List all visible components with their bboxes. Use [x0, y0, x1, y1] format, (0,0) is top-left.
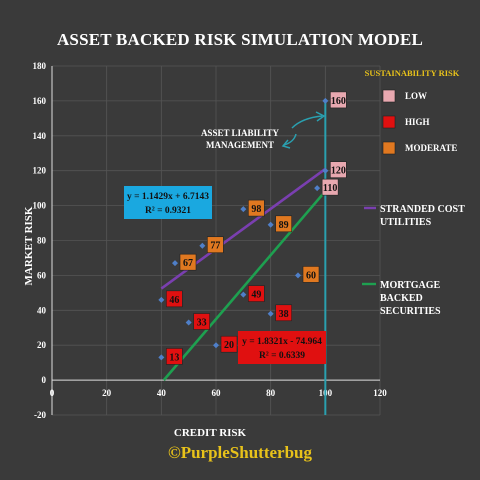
data-point-marker [267, 221, 274, 228]
data-label: 13 [169, 352, 179, 363]
credit-text: ©PurpleShutterbug [168, 443, 312, 462]
data-point-marker [213, 342, 219, 349]
annotation-group: ASSET LIABILITY MANAGEMENT [201, 111, 326, 150]
legend-swatch-moderate [382, 141, 396, 155]
data-point-marker [172, 260, 178, 267]
annotation-text-line2: MANAGEMENT [206, 140, 274, 150]
x-tick-label: 20 [102, 388, 112, 398]
y-tick-label: 120 [33, 166, 47, 176]
data-label-box [330, 91, 347, 109]
y-axis-label: MARKET RISK [23, 206, 35, 285]
data-label-box [248, 285, 265, 302]
data-label-box [193, 313, 210, 330]
data-label-box [166, 290, 183, 308]
data-point-marker [158, 354, 165, 361]
trendline-mortgage [162, 190, 327, 381]
y-tick-label: 20 [37, 340, 47, 350]
x-tick-label: 120 [373, 388, 387, 398]
legend-text-mortgage-1: MORTGAGE [380, 280, 441, 291]
legend-label-low: LOW [405, 91, 427, 101]
y-tick-label: 160 [33, 96, 47, 106]
data-label: 67 [183, 258, 193, 269]
r2-text-stranded-cost: R² = 0.9321 [145, 206, 191, 216]
data-points: 110 120 160 13 33 20 46 49 38 67 77 98 89 60 [158, 91, 347, 365]
data-point-marker [322, 97, 329, 104]
equation-text-stranded-cost: y = 1.1429x + 6.7143 [127, 192, 209, 202]
data-label: 98 [251, 204, 261, 215]
legend-label-high: HIGH [405, 117, 430, 127]
data-label: 160 [331, 96, 346, 107]
legend-text-mortgage-2: BACKED [380, 293, 423, 304]
data-point-marker [295, 272, 301, 279]
data-label: 20 [224, 340, 234, 351]
y-tick-label: 60 [37, 270, 47, 280]
annotation-arrow-up [291, 115, 323, 129]
data-point-marker [314, 185, 321, 192]
data-point-marker [185, 319, 192, 326]
data-label-box [166, 348, 183, 365]
x-tick-label: 60 [212, 388, 222, 398]
y-tick-label: 0 [42, 375, 47, 385]
data-label: 77 [210, 241, 220, 252]
y-tick-label: 180 [33, 61, 47, 71]
equation-text-mortgage: y = 1.8321x - 74.964 [242, 337, 322, 347]
equation-box-stranded-cost [124, 186, 212, 219]
arrow-head-up [315, 111, 326, 122]
arrow-head-down [281, 139, 291, 149]
data-label: 46 [169, 295, 179, 306]
y-tick-label: 140 [33, 131, 47, 141]
data-label-box [275, 215, 292, 233]
chart-title: ASSET BACKED RISK SIMULATION MODEL [56, 30, 424, 49]
legend-title: SUSTAINABILITY RISK [365, 68, 460, 78]
data-point-marker [267, 310, 274, 317]
data-label-box [179, 253, 197, 271]
r2-text-mortgage: R² = 0.6339 [259, 351, 305, 361]
data-label-box [220, 335, 238, 353]
x-axis-label: CREDIT RISK [174, 427, 247, 439]
legend-text-stranded-cost-1: STRANDED COST [380, 204, 465, 215]
y-tick-label: 40 [37, 305, 47, 315]
data-label: 120 [331, 166, 346, 177]
data-label-box [248, 199, 265, 217]
data-label-box [321, 178, 339, 196]
legend: SUSTAINABILITY RISK LOW HIGH MODERATE STRAND… [362, 68, 465, 317]
data-point-marker [240, 206, 247, 213]
equation-box-mortgage [238, 331, 326, 364]
data-point-marker [199, 242, 206, 249]
annotation-text-line1: ASSET LIABILITY [201, 128, 280, 138]
y-tick-label: 100 [33, 201, 47, 211]
data-label-box [207, 236, 224, 254]
x-tick-label: 0 [50, 388, 55, 398]
data-label-box [302, 266, 320, 283]
data-label: 38 [279, 309, 289, 320]
y-tick-label: 80 [37, 236, 47, 246]
data-label: 49 [251, 290, 261, 301]
data-point-marker [240, 291, 247, 298]
data-label-box [275, 304, 292, 322]
data-point-marker [158, 296, 165, 303]
data-label: 60 [306, 270, 316, 281]
y-tick-label: -20 [34, 410, 46, 420]
legend-swatch-high [382, 115, 396, 129]
legend-label-moderate: MODERATE [405, 143, 457, 153]
legend-text-stranded-cost-2: UTILITIES [380, 217, 432, 228]
x-tick-label: 40 [157, 388, 167, 398]
data-point-marker [322, 167, 329, 174]
data-label: 33 [197, 318, 207, 329]
data-label: 89 [279, 220, 289, 231]
x-tick-label: 80 [266, 388, 276, 398]
data-label-box [330, 161, 347, 178]
legend-swatch-low [382, 89, 396, 103]
legend-text-mortgage-3: SECURITIES [380, 306, 441, 317]
annotation-arrow-down [283, 133, 297, 146]
data-label: 110 [323, 183, 337, 194]
